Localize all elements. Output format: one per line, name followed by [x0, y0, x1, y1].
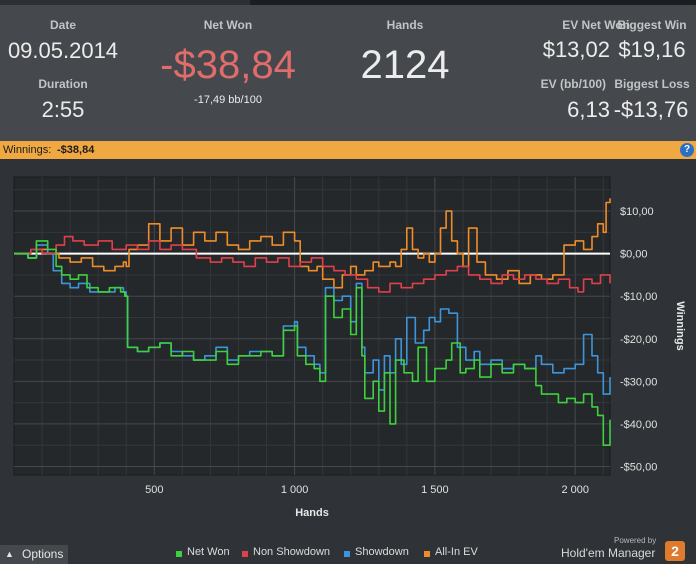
chart-series	[14, 198, 611, 446]
legend-label: Net Won	[187, 546, 230, 558]
x-tick-label: 1 500	[421, 484, 449, 496]
y-tick-label: -$50,00	[620, 461, 657, 473]
chevron-up-icon: ▲	[5, 549, 14, 559]
ev-bb-value: 6,13	[567, 97, 610, 122]
powered-by-text: Powered by	[614, 536, 657, 545]
duration-label: Duration	[38, 77, 88, 91]
legend-label: Non Showdown	[253, 546, 331, 558]
y-axis-title: Winnings	[674, 301, 686, 350]
y-axis: $10,00 $0,00 -$10,00 -$20,00 -$30,00 -$40,00 -…	[620, 206, 657, 473]
winnings-value: -$38,84	[57, 144, 95, 156]
series-line-non-showdown	[14, 235, 611, 293]
options-button[interactable]: ▲ Options	[0, 545, 68, 564]
legend-swatch	[424, 551, 430, 557]
winnings-chart: 500 1 000 1 500 2 000 $10,00 $0,00 -$10,00 -$2…	[0, 159, 696, 544]
x-tick-label: 2 000	[561, 484, 589, 496]
legend-swatch	[344, 551, 350, 557]
date-value: 09.05.2014	[7, 38, 119, 63]
net-won-rate: -17,49 bb/100	[194, 94, 262, 106]
y-tick-label: $0,00	[620, 249, 648, 261]
legend-label: Showdown	[355, 546, 409, 558]
series-line-all-in-ev	[14, 198, 611, 289]
biggest-win-label: Biggest Win	[617, 18, 687, 32]
hands-value: 2124	[360, 43, 450, 87]
ev-bb-label: EV (bb/100)	[540, 77, 606, 91]
plot-area	[13, 176, 611, 476]
ev-net-won-value: $13,02	[542, 37, 610, 62]
window-top-strip	[0, 0, 696, 5]
window-tab	[0, 0, 250, 5]
chart-grid	[14, 177, 610, 475]
y-tick-label: $10,00	[620, 206, 654, 218]
net-won-value: -$38,84	[160, 43, 296, 87]
biggest-loss-label: Biggest Loss	[614, 77, 690, 91]
date-label: Date	[49, 18, 76, 32]
x-tick-label: 500	[145, 484, 163, 496]
ev-net-won-label: EV Net Won	[562, 18, 630, 32]
legend-swatch	[176, 551, 182, 557]
winnings-label: Winnings:	[3, 144, 52, 156]
legend-swatch	[242, 551, 248, 557]
hands-label: Hands	[386, 18, 424, 32]
biggest-loss-value: -$13,76	[613, 97, 689, 122]
legend-label: All-In EV	[435, 546, 478, 558]
y-tick-label: -$40,00	[620, 419, 657, 431]
help-icon[interactable]: ?	[680, 143, 694, 157]
winnings-bar: Winnings: -$38,84 ?	[0, 141, 696, 159]
y-tick-label: -$30,00	[620, 376, 657, 388]
net-won-label: Net Won	[203, 18, 253, 32]
series-line-net-won	[14, 240, 611, 446]
brand-logo-icon: 2	[665, 541, 685, 561]
biggest-win-value: $19,16	[618, 37, 686, 62]
chart-legend: Net Won Non Showdown Showdown All-In EV	[0, 546, 696, 562]
y-tick-label: -$10,00	[620, 291, 657, 303]
brand-name: Hold'em Manager	[561, 546, 656, 560]
x-tick-label: 1 000	[281, 484, 309, 496]
y-tick-label: -$20,00	[620, 334, 657, 346]
options-label: Options	[22, 547, 64, 561]
x-axis: 500 1 000 1 500 2 000	[145, 484, 589, 496]
x-axis-title: Hands	[295, 507, 329, 519]
session-summary-panel: Date 09.05.2014 Duration 2:55 Net Won -$…	[0, 5, 696, 141]
duration-value: 2:55	[41, 97, 85, 122]
